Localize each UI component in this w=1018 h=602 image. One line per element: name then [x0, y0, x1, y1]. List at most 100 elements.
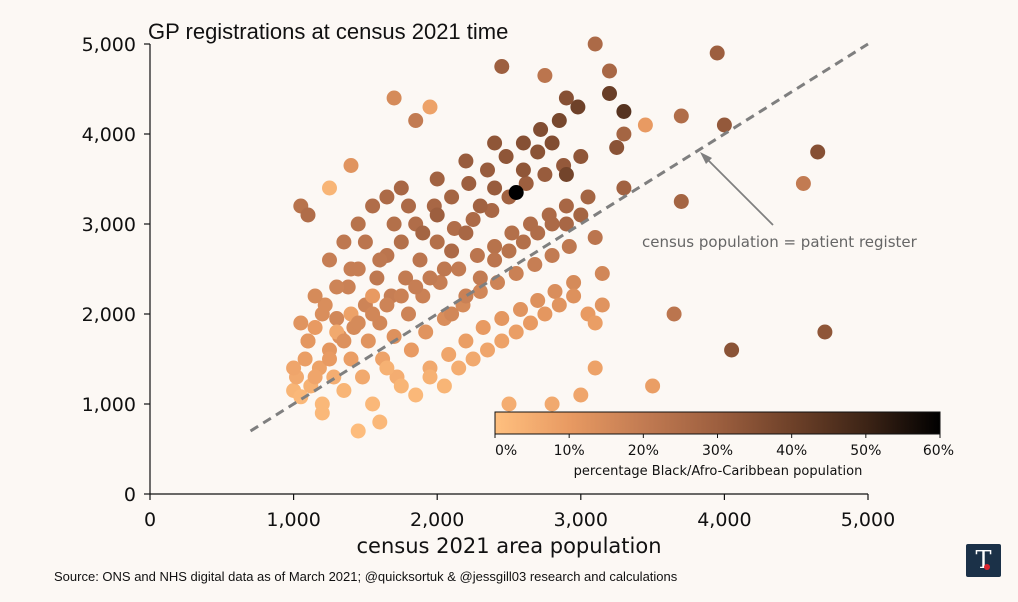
data-point: [616, 104, 632, 119]
data-point: [544, 248, 560, 263]
data-point: [336, 383, 352, 398]
data-point: [580, 189, 596, 205]
data-point: [487, 180, 503, 196]
data-point: [322, 180, 337, 196]
data-point: [422, 270, 438, 286]
data-point: [817, 324, 833, 340]
annotation-arrowhead: [700, 152, 712, 164]
data-point: [415, 225, 431, 241]
data-point: [573, 207, 589, 223]
data-point: [558, 167, 574, 182]
data-point: [398, 270, 414, 286]
colorbar-tick-label: 20%: [628, 443, 659, 459]
data-point: [480, 162, 495, 178]
data-point: [587, 315, 603, 331]
reference-line: [249, 42, 869, 433]
data-point: [300, 207, 316, 223]
data-point: [673, 108, 689, 124]
data-point: [666, 306, 682, 322]
data-point: [472, 198, 488, 214]
data-point: [504, 225, 520, 241]
data-point: [469, 248, 485, 263]
data-point: [393, 234, 409, 250]
data-point: [587, 36, 603, 52]
reference-line-annotation: census population = patient register: [642, 233, 918, 251]
data-point: [494, 59, 510, 74]
data-point: [336, 234, 352, 250]
data-point: [293, 389, 309, 405]
data-point: [602, 63, 617, 79]
data-point: [480, 342, 495, 358]
data-point: [422, 99, 438, 115]
y-ticks: 0 1,000 2,000 3,000 4,000 5,000: [82, 34, 150, 506]
data-point: [412, 252, 428, 268]
data-point: [418, 324, 434, 340]
publisher-logo[interactable]: T: [966, 544, 1001, 577]
data-point: [365, 288, 381, 304]
data-point: [336, 333, 352, 349]
data-point: [293, 315, 309, 331]
data-point: [602, 86, 617, 101]
data-point: [379, 189, 395, 205]
data-point: [307, 288, 323, 304]
data-point: [350, 423, 366, 439]
data-point: [508, 324, 524, 340]
data-point: [365, 198, 381, 214]
colorbar-tick-label: 0%: [495, 443, 517, 459]
data-point: [594, 297, 610, 313]
data-point: [401, 198, 416, 214]
data-point: [515, 135, 531, 151]
y-tick-label: 0: [124, 484, 136, 506]
data-point: [386, 216, 402, 232]
x-tick-label: 4,000: [697, 509, 751, 531]
data-point: [429, 171, 445, 187]
data-point: [616, 180, 632, 196]
data-point: [494, 333, 510, 349]
data-point: [441, 347, 457, 362]
data-point: [501, 396, 517, 412]
data-point: [314, 405, 330, 421]
data-point: [515, 162, 531, 178]
data-point: [286, 360, 302, 376]
data-point: [484, 203, 500, 218]
data-point: [408, 387, 424, 403]
data-point: [573, 149, 589, 164]
data-point: [537, 306, 553, 322]
data-point: [465, 351, 481, 367]
data-point: [393, 180, 409, 196]
x-tick-label: 3,000: [554, 509, 608, 531]
data-point: [297, 351, 313, 367]
data-point: [322, 351, 337, 367]
data-point: [357, 234, 373, 250]
y-tick-label: 3,000: [82, 214, 136, 236]
logo-dot-icon: [984, 564, 990, 570]
data-point: [444, 189, 460, 205]
data-point: [795, 176, 811, 191]
data-point: [393, 288, 409, 304]
data-point: [444, 306, 460, 322]
data-point: [458, 288, 474, 304]
data-point: [307, 320, 323, 335]
data-point: [487, 252, 503, 268]
data-point: [329, 311, 345, 326]
data-point: [386, 90, 402, 106]
data-point: [365, 306, 381, 322]
y-tick-label: 4,000: [82, 124, 136, 146]
colorbar-tick-label: 60%: [923, 443, 954, 459]
data-point: [523, 315, 538, 331]
y-tick-label: 2,000: [82, 304, 136, 326]
data-point: [436, 378, 452, 394]
data-point: [513, 302, 528, 317]
data-point: [343, 158, 359, 173]
data-point: [498, 149, 514, 164]
data-point: [637, 117, 653, 133]
data-point: [436, 261, 452, 277]
data-point: [369, 270, 385, 286]
data-point: [537, 167, 553, 182]
data-point: [465, 212, 481, 227]
data-point: [343, 351, 359, 367]
data-point: [379, 360, 395, 376]
x-axis-label: census 2021 area population: [356, 534, 661, 558]
data-point: [558, 198, 574, 214]
data-point: [518, 176, 534, 191]
